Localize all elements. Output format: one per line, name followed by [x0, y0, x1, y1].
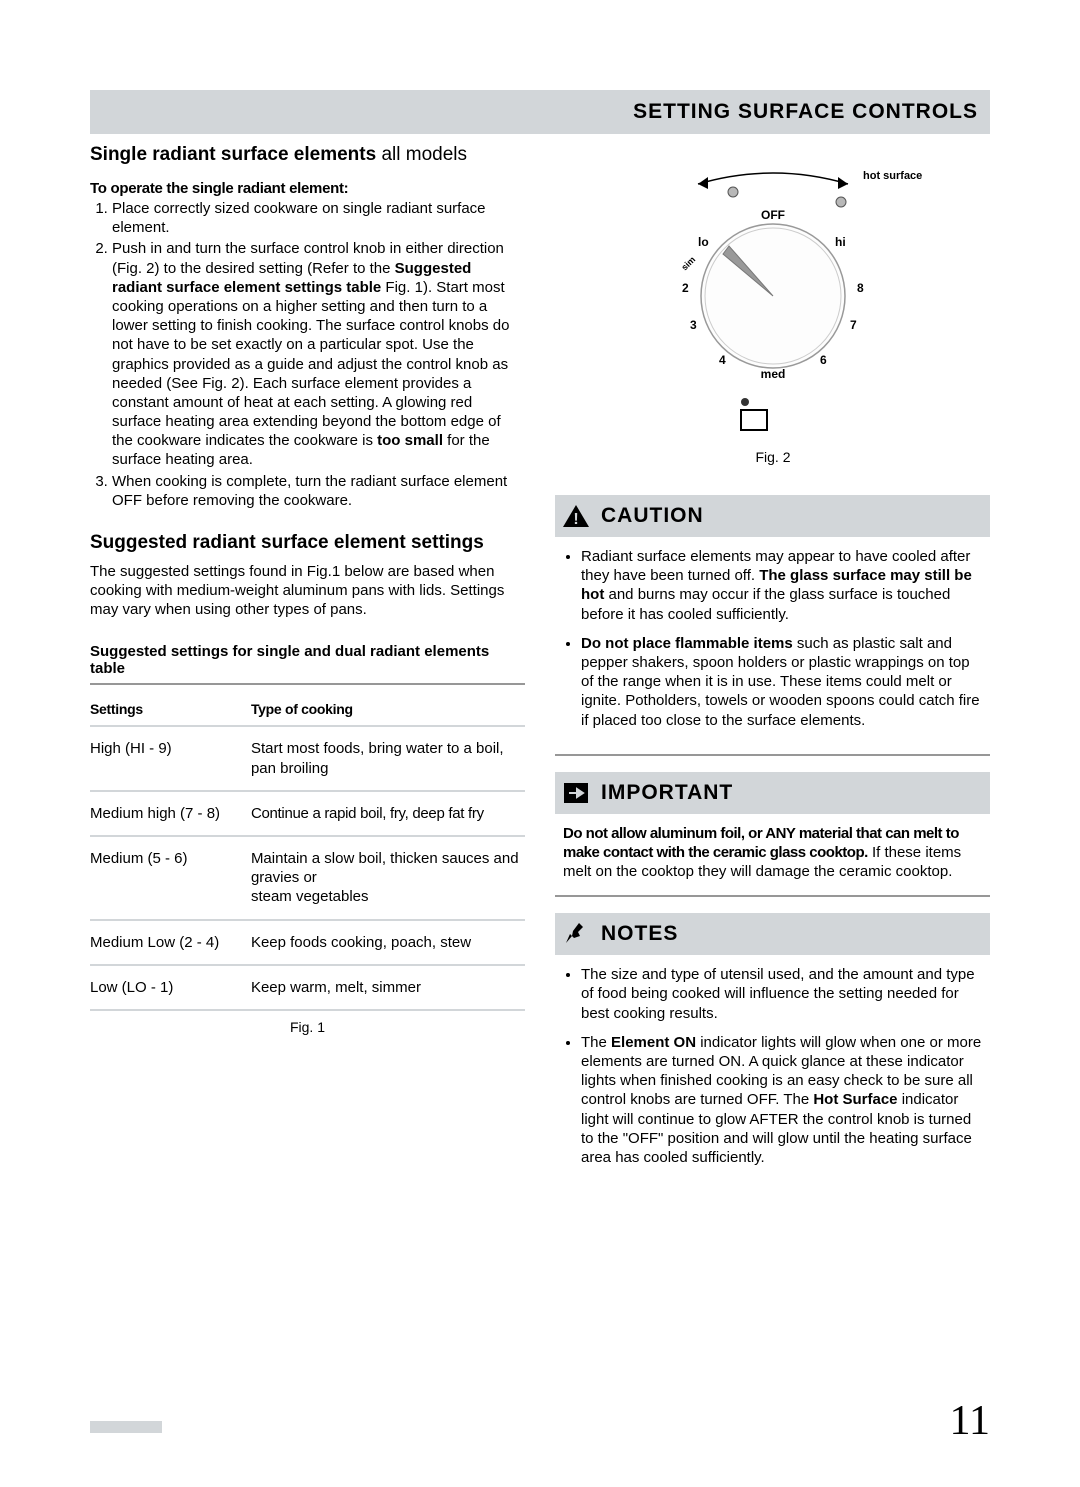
right-column: hot surface OFF lo hi sim 2 3 4 med 6 7 … [555, 144, 990, 1191]
suggested-para: The suggested settings found in Fig.1 be… [90, 562, 525, 620]
caution-body: Radiant surface elements may appear to h… [555, 537, 990, 756]
pushpin-icon [561, 919, 591, 949]
svg-text:Fig. 2: Fig. 2 [755, 449, 790, 465]
operate-steps: Place correctly sized cookware on single… [112, 199, 525, 510]
important-header: IMPORTANT [555, 772, 990, 814]
table-row: Medium (5 - 6)Maintain a slow boil, thic… [90, 836, 525, 920]
title-bold: Single radiant surface elements [90, 144, 376, 165]
svg-text:lo: lo [698, 235, 709, 249]
suggested-title: Suggested radiant surface element settin… [90, 532, 525, 554]
step-1: Place correctly sized cookware on single… [112, 199, 525, 237]
page-header-title: SETTING SURFACE CONTROLS [633, 100, 978, 124]
table-header-row: Settings Type of cooking [90, 693, 525, 726]
notes-title: NOTES [601, 922, 678, 946]
section-title: Single radiant surface elements all mode… [90, 144, 525, 166]
page-bar [90, 1421, 162, 1433]
notes-body: The size and type of utensil used, and t… [555, 955, 990, 1191]
notes-item: The size and type of utensil used, and t… [581, 965, 982, 1023]
table-row: Medium high (7 - 8)Continue a rapid boil… [90, 791, 525, 836]
table-row: Medium Low (2 - 4)Keep foods cooking, po… [90, 920, 525, 965]
fig1-caption: Fig. 1 [90, 1019, 525, 1035]
col-settings: Settings [90, 693, 251, 726]
warning-triangle-icon: ! [561, 503, 591, 529]
operate-heading: To operate the single radiant element: [90, 180, 525, 197]
page-header: SETTING SURFACE CONTROLS [90, 90, 990, 134]
svg-text:2: 2 [682, 281, 689, 295]
caution-item: Do not place flammable items such as pla… [581, 634, 982, 730]
settings-table: Settings Type of cooking High (HI - 9)St… [90, 693, 525, 1011]
svg-text:!: ! [573, 511, 578, 528]
step-2: Push in and turn the surface control kno… [112, 239, 525, 469]
svg-text:8: 8 [857, 281, 864, 295]
col-type: Type of cooking [251, 693, 525, 726]
arrow-right-icon [561, 780, 591, 806]
svg-text:4: 4 [719, 353, 726, 367]
page-number: 11 [950, 1397, 990, 1445]
table-caption: Suggested settings for single and dual r… [90, 643, 525, 685]
caution-header: ! CAUTION [555, 495, 990, 537]
svg-text:med: med [760, 367, 785, 381]
svg-text:3: 3 [690, 318, 697, 332]
step-3: When cooking is complete, turn the radia… [112, 472, 525, 510]
knob-diagram: hot surface OFF lo hi sim 2 3 4 med 6 7 … [555, 164, 990, 479]
knob-svg: hot surface OFF lo hi sim 2 3 4 med 6 7 … [623, 164, 923, 474]
title-light: all models [376, 144, 467, 165]
content: Single radiant surface elements all mode… [90, 144, 990, 1191]
caution-title: CAUTION [601, 504, 704, 528]
svg-text:hi: hi [835, 235, 846, 249]
svg-text:sim: sim [679, 254, 697, 272]
notes-item: The Element ON indicator lights will glo… [581, 1033, 982, 1167]
hot-surface-label: hot surface [863, 170, 922, 182]
important-title: IMPORTANT [601, 781, 733, 805]
important-body: Do not allow aluminum foil, or ANY mater… [555, 814, 990, 898]
table-row: High (HI - 9)Start most foods, bring wat… [90, 726, 525, 790]
notes-header: NOTES [555, 913, 990, 955]
svg-text:6: 6 [820, 353, 827, 367]
table-row: Low (LO - 1)Keep warm, melt, simmer [90, 965, 525, 1010]
caution-item: Radiant surface elements may appear to h… [581, 547, 982, 624]
left-column: Single radiant surface elements all mode… [90, 144, 525, 1191]
svg-text:7: 7 [850, 318, 857, 332]
svg-text:OFF: OFF [761, 208, 785, 222]
